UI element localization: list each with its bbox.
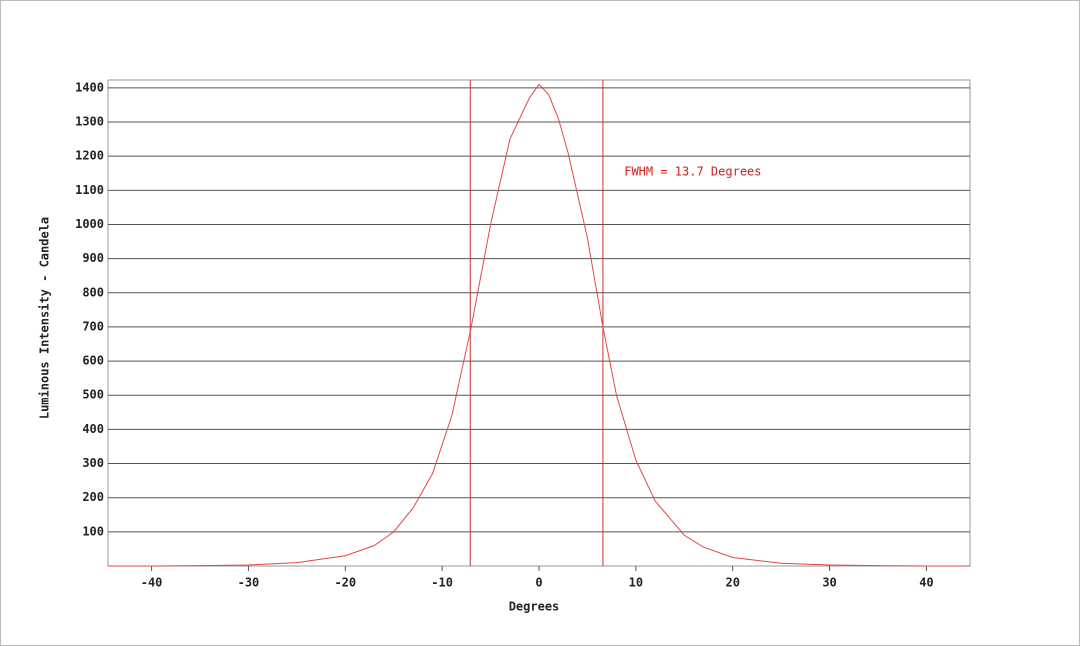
y-axis-label: Luminous Intensity - Candela xyxy=(38,217,52,419)
x-tick-label: 0 xyxy=(535,576,542,590)
y-tick-label: 1200 xyxy=(75,149,104,163)
x-tick-label: -40 xyxy=(141,576,163,590)
x-tick-label: 20 xyxy=(725,576,739,590)
y-tick-label: 1000 xyxy=(75,217,104,231)
y-tick-label: 100 xyxy=(82,524,104,538)
y-tick-label: 700 xyxy=(82,319,104,333)
y-tick-label: 500 xyxy=(82,388,104,402)
y-tick-label: 200 xyxy=(82,490,104,504)
y-tick-label: 300 xyxy=(82,456,104,470)
x-tick-label: -30 xyxy=(238,576,260,590)
y-tick-label: 800 xyxy=(82,285,104,299)
data-line xyxy=(108,83,970,567)
x-axis-label: Degrees xyxy=(509,600,560,614)
x-tick-label: 40 xyxy=(919,576,933,590)
y-tick-label: 400 xyxy=(82,422,104,436)
x-tick-label: 10 xyxy=(629,576,643,590)
annotation: FWHM = 13.7 Degrees xyxy=(624,165,761,179)
x-tick-label: -20 xyxy=(334,576,356,590)
y-tick-label: 1100 xyxy=(75,183,104,197)
y-tick-label: 900 xyxy=(82,251,104,265)
x-tick-label: 30 xyxy=(822,576,836,590)
y-tick-label: 600 xyxy=(82,354,104,368)
y-tick-label: 1300 xyxy=(75,115,104,129)
y-tick-label: 1400 xyxy=(75,80,104,94)
x-tick-label: -10 xyxy=(431,576,453,590)
